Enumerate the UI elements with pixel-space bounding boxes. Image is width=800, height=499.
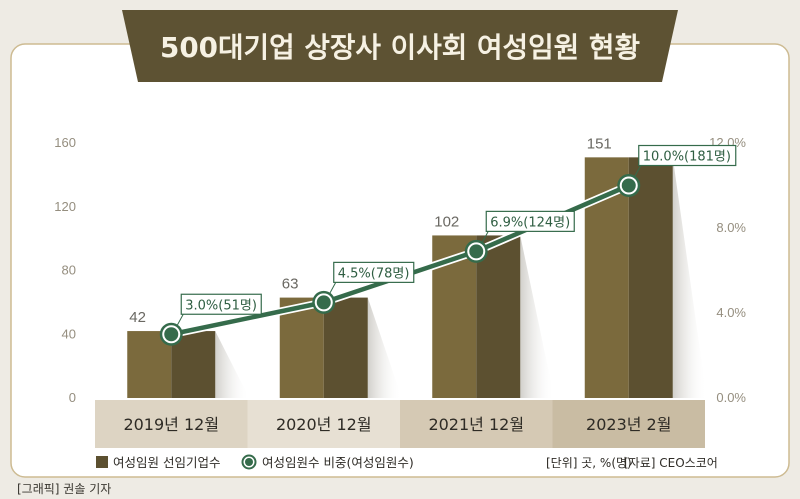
line-value-callout: 6.9%(124명) bbox=[481, 210, 575, 243]
bar-shadow bbox=[520, 235, 555, 398]
category-label: 2021년 12월 bbox=[428, 415, 524, 434]
bar: 63 bbox=[279, 276, 402, 398]
bar-shadow bbox=[215, 331, 250, 398]
line-point bbox=[617, 174, 641, 197]
right-axis-tick-label: 0.0% bbox=[716, 390, 746, 405]
line-point bbox=[159, 322, 183, 346]
left-axis: 0 40 80 120 160 bbox=[54, 135, 76, 405]
category-cell bbox=[400, 400, 553, 448]
bar-face-side bbox=[628, 157, 673, 398]
chart-title: 500대기업 상장사 이사회 여성임원 현황 bbox=[160, 31, 640, 64]
line-label-box bbox=[485, 210, 575, 232]
bar-shadow bbox=[672, 157, 707, 398]
title-banner-shape bbox=[122, 10, 678, 82]
right-axis-tick-label: 4.0% bbox=[716, 305, 746, 320]
bar-face-side bbox=[476, 235, 521, 398]
bar-value-label: 63 bbox=[282, 276, 299, 293]
category-label: 2020년 12월 bbox=[276, 415, 372, 434]
line-value-label: 10.0%(181명) bbox=[643, 150, 731, 165]
legend-line-label: 여성임원수 비중(여성임원수) bbox=[262, 455, 414, 470]
graphic-credit: [그래픽] 권솔 기자 bbox=[17, 482, 111, 496]
line-value-label: 4.5%(78명) bbox=[338, 266, 410, 281]
line-point bbox=[312, 290, 336, 314]
bar-shadow bbox=[367, 297, 402, 398]
legend-line-marker bbox=[241, 454, 257, 470]
line-label-box bbox=[333, 261, 415, 283]
line-label-leader bbox=[176, 314, 184, 326]
legend-marker-dot bbox=[245, 458, 253, 466]
line-point-dot bbox=[621, 178, 636, 193]
line-point bbox=[464, 239, 488, 263]
chart-notes: [단위] 곳, %(명) [자료] CEO스코어 bbox=[546, 456, 718, 470]
left-axis-tick-label: 160 bbox=[54, 135, 76, 150]
category-cell bbox=[95, 400, 248, 448]
line-value-callout: 3.0%(51명) bbox=[176, 293, 262, 326]
line-point-dot bbox=[164, 327, 179, 342]
left-axis-tick-label: 40 bbox=[62, 326, 76, 341]
legend-bar-swatch bbox=[96, 456, 108, 468]
category-cell bbox=[552, 400, 705, 448]
category-axis-band: 2019년 12월 2020년 12월 2021년 12월 2023년 2월 bbox=[95, 400, 705, 448]
legend-bar-label: 여성임원 선임기업수 bbox=[113, 455, 220, 470]
bar-value-label: 102 bbox=[434, 213, 459, 230]
line-value-label: 6.9%(124명) bbox=[490, 215, 570, 230]
legend: 여성임원 선임기업수 여성임원수 비중(여성임원수) bbox=[96, 454, 414, 470]
right-axis-tick-label: 8.0% bbox=[716, 220, 746, 235]
line-value-callout: 10.0%(181명) bbox=[634, 144, 737, 177]
left-axis-tick-label: 120 bbox=[54, 199, 76, 214]
left-axis-tick-label: 0 bbox=[69, 390, 76, 405]
line-label-leader bbox=[329, 282, 337, 294]
bar-value-label: 151 bbox=[587, 135, 612, 152]
line-point-dot bbox=[469, 244, 484, 259]
left-axis-tick-label: 80 bbox=[62, 263, 76, 278]
title-banner: 500대기업 상장사 이사회 여성임원 현황 bbox=[122, 10, 678, 82]
source-note: [자료] CEO스코어 bbox=[624, 456, 718, 470]
right-axis: 0.0%4.0%8.0%12.0% bbox=[709, 135, 746, 405]
category-cell bbox=[247, 400, 400, 448]
line-value-label: 3.0%(51명) bbox=[185, 298, 257, 313]
category-label: 2023년 2월 bbox=[586, 415, 671, 434]
bar-face-side bbox=[323, 297, 368, 398]
line-label-box bbox=[180, 293, 262, 315]
line-label-leader bbox=[634, 165, 642, 177]
line-label-leader bbox=[481, 231, 489, 243]
bar-value-label: 42 bbox=[129, 309, 146, 326]
unit-note: [단위] 곳, %(명) bbox=[546, 456, 632, 470]
line-value-callout: 4.5%(78명) bbox=[329, 261, 415, 294]
line-series: 3.0%(51명) 4.5%(78명) 6.9%(124명) 10.0%(181명) bbox=[159, 144, 737, 346]
bar-face-front bbox=[279, 297, 324, 398]
line-label-box bbox=[638, 144, 737, 167]
category-label: 2019년 12월 bbox=[123, 415, 219, 434]
line-point-dot bbox=[316, 295, 331, 310]
